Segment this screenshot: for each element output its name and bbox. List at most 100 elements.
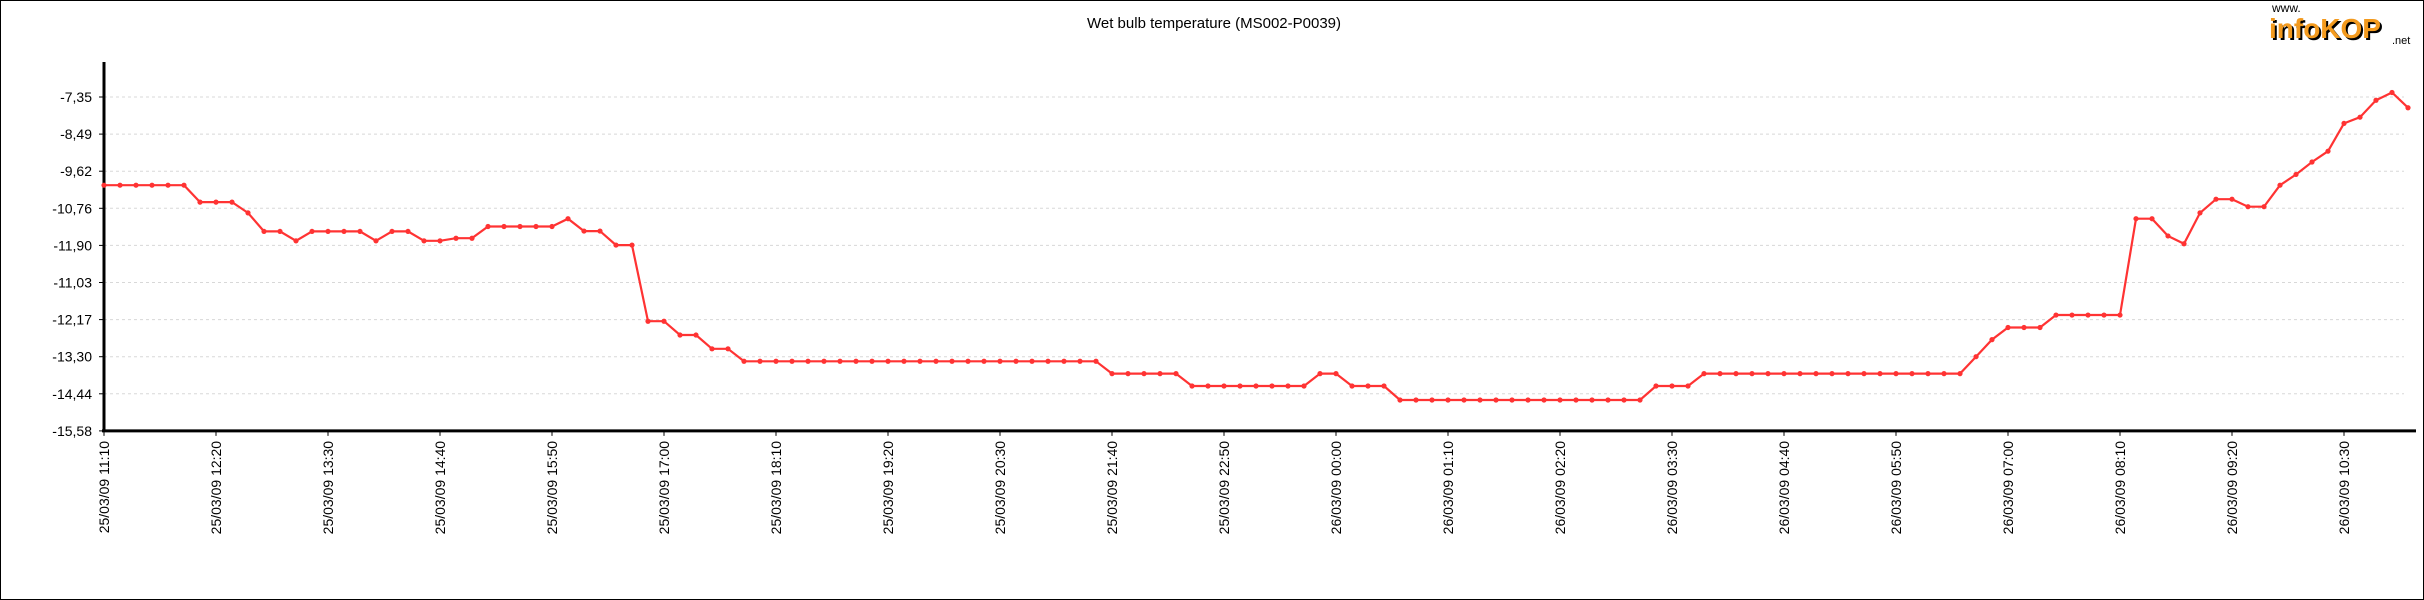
data-point <box>661 318 667 324</box>
data-point <box>2293 171 2299 178</box>
data-point <box>1749 371 1755 377</box>
data-point <box>645 318 651 324</box>
data-point <box>2197 210 2203 216</box>
data-point <box>2261 204 2267 210</box>
x-tick-label: 26/03/09 00:00 <box>1328 441 1344 535</box>
data-point <box>789 358 795 364</box>
data-point <box>2069 312 2075 318</box>
data-point <box>453 235 459 241</box>
data-point <box>1477 397 1483 403</box>
data-point <box>1541 397 1547 403</box>
data-point <box>853 358 859 364</box>
data-point <box>2213 196 2219 202</box>
data-point <box>1029 358 1035 364</box>
data-point <box>2373 97 2379 103</box>
data-point <box>1589 397 1595 403</box>
data-point <box>437 238 443 244</box>
data-point <box>1093 358 1099 364</box>
data-point <box>1237 383 1243 389</box>
data-point <box>1797 371 1803 377</box>
data-point <box>613 242 619 248</box>
data-point <box>2181 241 2187 247</box>
data-point <box>2165 233 2171 239</box>
x-tick-label: 25/03/09 22:50 <box>1216 441 1232 535</box>
data-point <box>1829 371 1835 377</box>
y-tick-label: -8,49 <box>60 126 92 142</box>
y-tick-label: -11,03 <box>53 275 92 291</box>
logo-shadow: infoKOP <box>2271 15 2383 46</box>
x-tick-label: 25/03/09 11:10 <box>96 441 112 534</box>
data-point <box>1669 383 1675 389</box>
data-point <box>485 223 491 230</box>
data-point <box>1077 358 1083 364</box>
data-point <box>629 242 635 248</box>
data-point <box>1861 371 1867 377</box>
data-point <box>1989 337 1995 343</box>
data-point <box>549 223 555 230</box>
data-point <box>1013 358 1019 364</box>
data-point <box>341 228 347 235</box>
data-point <box>1557 397 1563 403</box>
data-point <box>1413 397 1419 403</box>
x-tick-label: 26/03/09 01:10 <box>1440 441 1456 535</box>
x-tick-label: 26/03/09 03:30 <box>1664 441 1680 535</box>
data-point <box>501 223 507 230</box>
x-tick-label: 25/03/09 21:40 <box>1104 441 1120 535</box>
x-tick-label: 26/03/09 08:10 <box>2112 441 2128 535</box>
data-point <box>1461 397 1467 403</box>
data-point <box>805 358 811 364</box>
data-point <box>357 228 363 235</box>
data-point <box>2021 324 2027 331</box>
data-point <box>1397 397 1403 403</box>
data-point <box>2005 324 2011 331</box>
data-point <box>245 210 251 216</box>
data-point <box>2245 204 2251 210</box>
data-point <box>1221 383 1227 389</box>
y-tick-label: -15,58 <box>52 423 92 439</box>
data-point <box>949 358 955 364</box>
data-point <box>725 346 731 352</box>
x-tick-label: 26/03/09 04:40 <box>1776 441 1792 535</box>
x-tick-label: 25/03/09 14:40 <box>432 441 448 535</box>
x-tick-label: 25/03/09 19:20 <box>880 441 896 535</box>
x-tick-label: 25/03/09 13:30 <box>320 441 336 535</box>
data-point <box>2117 312 2123 318</box>
data-point <box>2357 114 2363 120</box>
data-point <box>1141 371 1147 377</box>
data-point <box>1045 358 1051 364</box>
data-point <box>1717 371 1723 377</box>
data-point <box>117 182 123 188</box>
data-point <box>1365 383 1371 389</box>
data-point <box>469 235 475 241</box>
data-point <box>1301 383 1307 389</box>
data-point <box>2101 312 2107 318</box>
data-point <box>1317 371 1323 377</box>
logo-name: infoKOP <box>2269 13 2381 44</box>
data-point <box>741 358 747 364</box>
y-tick-label: -9,62 <box>60 163 92 179</box>
y-tick-label: -11,90 <box>53 237 92 253</box>
data-point <box>1269 383 1275 389</box>
data-point <box>2037 324 2043 331</box>
data-point <box>293 238 299 244</box>
data-point <box>133 182 139 188</box>
data-point <box>565 216 571 222</box>
data-point <box>2309 159 2315 165</box>
data-point <box>581 228 587 234</box>
data-point <box>2405 105 2411 111</box>
data-point <box>2053 312 2059 318</box>
data-point <box>1957 371 1963 377</box>
data-point <box>1173 371 1179 377</box>
data-point <box>181 182 187 188</box>
data-point <box>869 358 875 364</box>
data-point <box>709 346 715 352</box>
logo-suffix: .net <box>2392 35 2410 47</box>
data-point <box>1253 383 1259 389</box>
data-point <box>597 228 603 234</box>
data-point <box>2085 312 2091 318</box>
data-point <box>149 182 155 188</box>
data-point <box>421 238 427 244</box>
data-point <box>1909 371 1915 377</box>
data-point <box>1813 371 1819 377</box>
x-tick-label: 26/03/09 02:20 <box>1552 441 1568 535</box>
